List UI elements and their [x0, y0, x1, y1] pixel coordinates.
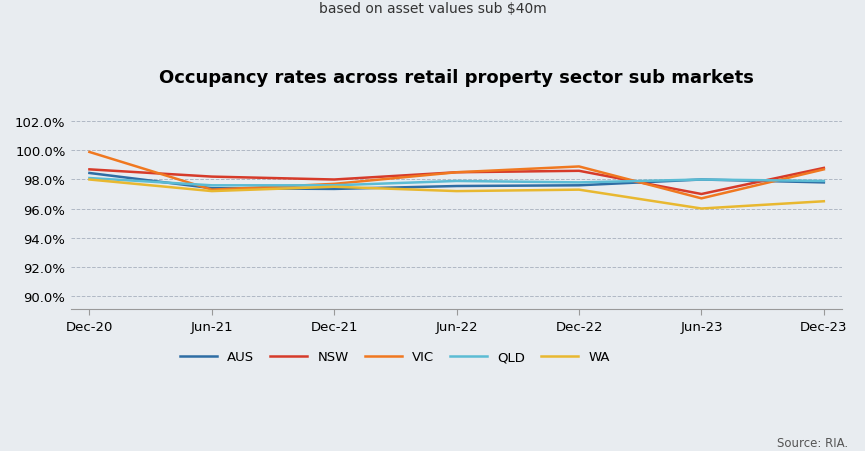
VIC [452, 170, 462, 175]
WA [696, 206, 707, 212]
Legend: AUS, NSW, VIC, QLD, WA: AUS, NSW, VIC, QLD, WA [180, 350, 611, 364]
WA [818, 199, 829, 204]
AUS [573, 183, 584, 189]
Line: VIC: VIC [89, 152, 823, 199]
VIC [84, 150, 94, 155]
QLD [84, 176, 94, 181]
Line: QLD: QLD [89, 179, 823, 186]
VIC [818, 167, 829, 173]
QLD [573, 180, 584, 186]
WA [452, 189, 462, 194]
Line: AUS: AUS [89, 174, 823, 189]
Text: Source: RIA.: Source: RIA. [777, 436, 848, 449]
QLD [696, 177, 707, 183]
WA [207, 189, 217, 194]
QLD [207, 183, 217, 189]
QLD [329, 183, 339, 189]
WA [84, 177, 94, 183]
NSW [329, 177, 339, 183]
VIC [329, 182, 339, 187]
VIC [207, 188, 217, 193]
NSW [696, 192, 707, 197]
NSW [818, 166, 829, 171]
AUS [207, 186, 217, 192]
WA [573, 188, 584, 193]
Text: based on asset values sub $40m: based on asset values sub $40m [318, 2, 547, 16]
AUS [329, 187, 339, 192]
AUS [696, 177, 707, 183]
Line: WA: WA [89, 180, 823, 209]
VIC [573, 164, 584, 170]
Line: NSW: NSW [89, 169, 823, 194]
NSW [573, 169, 584, 174]
NSW [452, 170, 462, 175]
QLD [818, 179, 829, 184]
VIC [696, 196, 707, 202]
AUS [818, 180, 829, 186]
NSW [207, 175, 217, 180]
WA [329, 184, 339, 190]
AUS [84, 171, 94, 176]
AUS [452, 184, 462, 189]
NSW [84, 167, 94, 173]
Title: Occupancy rates across retail property sector sub markets: Occupancy rates across retail property s… [159, 69, 754, 87]
QLD [452, 179, 462, 184]
